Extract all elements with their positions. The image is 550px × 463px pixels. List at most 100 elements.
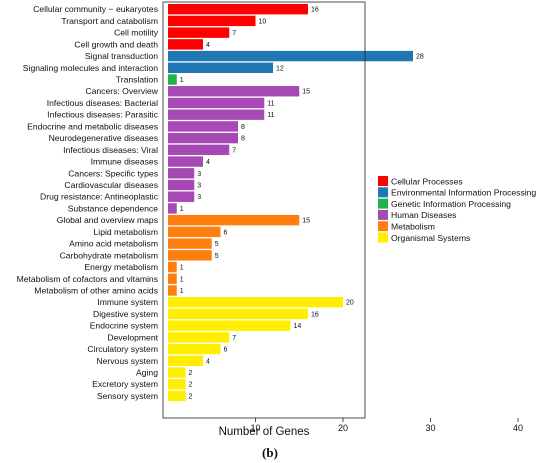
category-label: Immune system (97, 297, 158, 307)
bar (168, 168, 195, 179)
value-label: 11 (267, 112, 274, 119)
bar (168, 285, 177, 296)
bar (168, 297, 343, 308)
value-label: 2 (189, 370, 193, 377)
bar (168, 179, 195, 191)
value-label: 28 (416, 54, 424, 61)
value-label: 1 (180, 288, 184, 295)
value-label: 14 (294, 323, 302, 330)
value-label: 1 (180, 265, 184, 272)
bar (168, 74, 177, 85)
value-label: 3 (197, 183, 201, 190)
legend-label: Environmental Information Processing (391, 188, 536, 198)
value-label: 2 (189, 382, 193, 389)
bar (168, 355, 203, 366)
value-label: 5 (215, 241, 219, 248)
legend-swatch (378, 209, 388, 220)
value-label: 7 (232, 147, 236, 154)
value-label: 16 (311, 7, 319, 14)
x-tick-label: 30 (425, 423, 435, 433)
value-label: 16 (311, 311, 319, 318)
bar (168, 4, 308, 15)
category-label: Global and overview maps (57, 215, 158, 225)
value-label: 7 (232, 335, 236, 342)
bar (168, 273, 177, 284)
bar (168, 144, 230, 156)
bar (168, 214, 300, 226)
value-label: 1 (180, 206, 184, 213)
legend-label: Cellular Processes (391, 176, 463, 186)
value-label: 15 (302, 218, 310, 225)
legend-label: Metabolism (391, 222, 435, 232)
category-label: Drug resistance: Antineoplastic (40, 192, 159, 202)
value-label: 6 (224, 347, 228, 354)
bar (168, 86, 300, 97)
category-label: Amino acid metabolism (69, 239, 158, 249)
category-labels: Cellular community − eukaryotes Transport… (17, 4, 159, 401)
bar (168, 367, 186, 378)
category-label: Sensory system (97, 391, 158, 401)
bar (168, 50, 413, 62)
value-label: 11 (267, 100, 274, 107)
category-label: Translation (116, 75, 158, 85)
category-label: Carbohydrate metabolism (60, 250, 158, 260)
category-label: Substance dependence (68, 203, 159, 213)
category-label: Transport and catabolism (61, 16, 158, 26)
bar (168, 226, 221, 238)
category-label: Cardiovascular diseases (64, 180, 158, 190)
x-tick-label: 40 (513, 423, 523, 433)
bar (168, 39, 203, 50)
value-label: 4 (206, 42, 210, 49)
legend-swatch (378, 232, 388, 243)
bar (168, 308, 308, 320)
bar (168, 27, 230, 38)
x-axis-title: Number of Genes (219, 426, 310, 438)
bar (168, 320, 291, 331)
value-label: 6 (224, 229, 228, 236)
value-label: 20 (346, 300, 354, 307)
category-label: Circulatory system (87, 344, 158, 354)
bar (168, 203, 177, 214)
category-label: Nervous system (96, 356, 158, 366)
value-label: 4 (206, 358, 210, 365)
bar (168, 379, 186, 390)
x-axis-ticks: 10 20 30 40 (250, 418, 523, 433)
category-label: Cancers: Specific types (68, 168, 158, 178)
value-label: 8 (241, 124, 245, 131)
category-label: Endocrine and metabolic diseases (27, 121, 158, 131)
x-tick-label: 10 (250, 423, 260, 433)
bar (168, 132, 238, 144)
category-label: Energy metabolism (84, 262, 158, 272)
bar (168, 261, 177, 273)
value-label: 10 (259, 18, 267, 25)
value-label: 1 (180, 77, 184, 84)
value-label: 8 (241, 136, 245, 143)
category-label: Aging (136, 368, 158, 378)
value-label: 12 (276, 65, 284, 72)
category-label: Neurodegenerative diseases (49, 133, 158, 143)
legend-label: Human Diseases (391, 210, 456, 220)
bar (168, 332, 230, 343)
category-label: Signal transduction (85, 51, 158, 61)
category-label: Infectious diseases: Viral (63, 145, 158, 155)
bar (168, 343, 221, 355)
category-label: Digestive system (93, 309, 158, 319)
figure-label: (b) (262, 445, 278, 460)
value-label: 15 (302, 89, 310, 96)
category-label: Lipid metabolism (94, 227, 158, 237)
bar (168, 121, 238, 132)
category-label: Immune diseases (91, 157, 158, 167)
plot-frame (162, 1, 366, 419)
category-label: Excretory system (92, 379, 158, 389)
legend-label: Organismal Systems (391, 233, 470, 243)
value-labels: 1610742812115111188743331156551112016147… (180, 7, 424, 401)
category-label: Signaling molecules and interaction (23, 63, 158, 73)
bar (168, 238, 212, 249)
bar (168, 390, 186, 402)
bar (168, 156, 203, 167)
value-label: 3 (197, 171, 201, 178)
bars-layer (168, 4, 413, 402)
x-tick-label: 20 (338, 423, 348, 433)
category-label: Cancers: Overview (85, 86, 158, 96)
